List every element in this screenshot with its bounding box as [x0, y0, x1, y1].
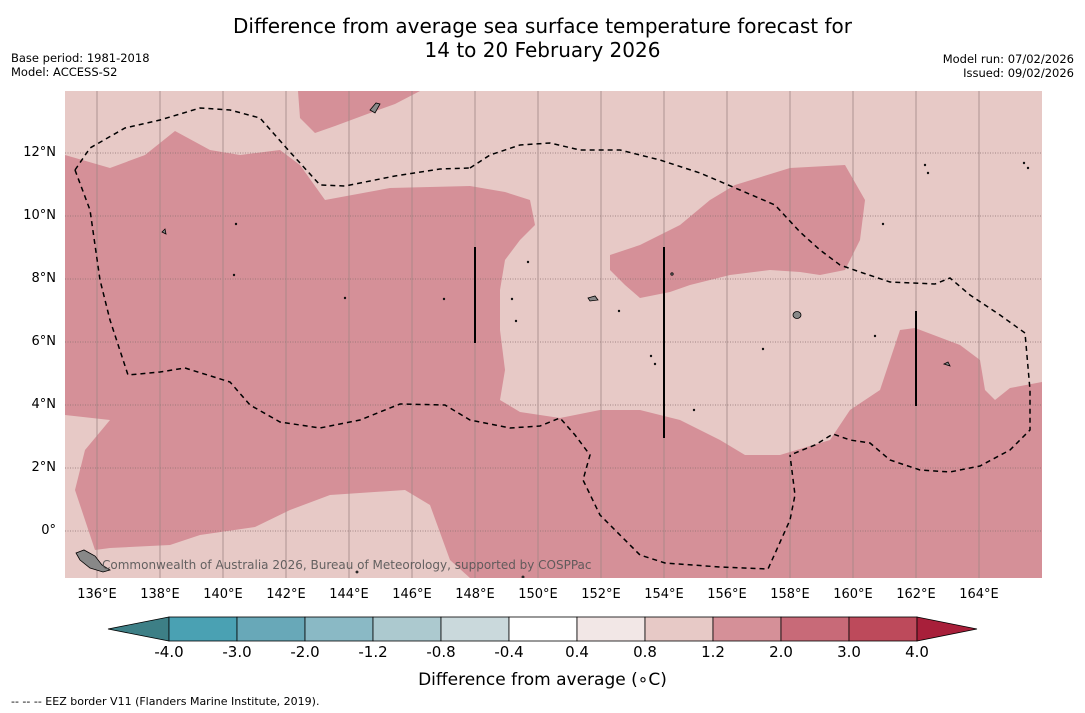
colorbar-seg-7 — [576, 616, 646, 642]
lon-label-162e: 162°E — [896, 587, 936, 602]
chart-title: Difference from average sea surface temp… — [0, 14, 1085, 62]
eez-border-west — [74, 169, 796, 570]
islet-20 — [355, 570, 359, 574]
meta-left: Base period: 1981-2018 Model: ACCESS-S2 — [11, 51, 150, 79]
lat-label-10n: 10°N — [23, 208, 56, 223]
lat-label-8n: 8°N — [31, 271, 57, 286]
colorbar-seg-10 — [780, 616, 850, 642]
anomaly-patch-top — [298, 91, 420, 133]
colorbar-seg-9 — [712, 616, 782, 642]
colorbar-seg-5 — [440, 616, 510, 642]
anomaly-patch-bottom-light — [65, 560, 110, 578]
islet-6 — [526, 260, 530, 264]
colorbar-tick-5: -0.4 — [494, 643, 524, 661]
eez-footnote: -- -- -- EEZ border V11 (Flanders Marine… — [11, 695, 320, 708]
colorbar-extend-low — [107, 616, 170, 642]
lat-gridlines — [65, 152, 1042, 532]
colorbar-tick-9: 2.0 — [769, 643, 793, 661]
colorbar-tick-6: 0.4 — [565, 643, 589, 661]
islet-12 — [881, 222, 885, 226]
meta-right: Model run: 07/02/2026 Issued: 09/02/2026 — [943, 52, 1074, 80]
islet-8 — [649, 354, 653, 358]
colorbar-seg-11 — [848, 616, 918, 642]
island-pohnpei — [792, 311, 802, 319]
colorbar-tick-8: 1.2 — [701, 643, 725, 661]
islet-5 — [510, 297, 514, 301]
eez-border-fsm-north — [469, 142, 1031, 473]
lon-label-136e: 136°E — [77, 587, 117, 602]
lon-label-156e: 156°E — [707, 587, 747, 602]
islet-4 — [442, 297, 446, 301]
islet-2 — [232, 273, 236, 277]
anomaly-region-west — [65, 131, 1042, 578]
islet-19 — [514, 319, 518, 323]
lon-label-148e: 148°E — [455, 587, 495, 602]
colorbar-tick-2: -2.0 — [290, 643, 320, 661]
lat-label-0: 0° — [41, 523, 56, 538]
lon-label-140e: 140°E — [203, 587, 243, 602]
colorbar-seg-8 — [644, 616, 714, 642]
island-palau — [161, 228, 167, 235]
colorbar-tick-0: -4.0 — [154, 643, 184, 661]
island-new-guinea — [75, 549, 111, 573]
lat-label-12n: 12°N — [23, 145, 56, 160]
colorbar-extend-high — [916, 616, 978, 642]
islet-17 — [1026, 166, 1030, 170]
model-name: Model: ACCESS-S2 — [11, 65, 118, 79]
islet-11 — [761, 347, 765, 351]
island-kosrae — [942, 361, 951, 367]
eez-border-palau-fsm — [74, 107, 471, 187]
lon-label-142e: 142°E — [266, 587, 306, 602]
colorbar-seg-6 — [508, 616, 578, 642]
islet-10 — [692, 408, 696, 412]
islet-16 — [1022, 161, 1026, 165]
lon-label-138e: 138°E — [140, 587, 180, 602]
lon-label-152e: 152°E — [581, 587, 621, 602]
forecast-markers — [474, 247, 917, 438]
lon-label-144e: 144°E — [329, 587, 369, 602]
lon-label-154e: 154°E — [644, 587, 684, 602]
lat-label-6n: 6°N — [31, 334, 57, 349]
lon-label-150e: 150°E — [518, 587, 558, 602]
lon-label-146e: 146°E — [392, 587, 432, 602]
islet-21 — [521, 575, 525, 578]
islet-18 — [617, 309, 621, 313]
islet-9 — [653, 362, 657, 366]
colorbar-seg-3 — [304, 616, 374, 642]
colorbar-seg-1 — [168, 616, 238, 642]
eez-borders — [74, 107, 1031, 570]
colorbar-seg-4 — [372, 616, 442, 642]
colorbar-tick-4: -0.8 — [426, 643, 456, 661]
title-line-2: 14 to 20 February 2026 — [424, 38, 661, 62]
islet-3 — [343, 296, 347, 300]
base-period: Base period: 1981-2018 — [11, 51, 150, 65]
colorbar-tick-11: 4.0 — [905, 643, 929, 661]
colorbar-seg-2 — [236, 616, 306, 642]
islet-13 — [873, 334, 877, 338]
colorbar-tick-3: -1.2 — [358, 643, 388, 661]
issued-date: Issued: 09/02/2026 — [963, 66, 1074, 80]
islet-15 — [926, 171, 930, 175]
lon-label-158e: 158°E — [770, 587, 810, 602]
lon-label-160e: 160°E — [833, 587, 873, 602]
land-islands — [75, 102, 1030, 578]
lon-label-164e: 164°E — [959, 587, 999, 602]
island-guam — [369, 102, 381, 114]
islet-14 — [923, 163, 927, 167]
colorbar-tick-10: 3.0 — [837, 643, 861, 661]
colorbar-tick-7: 0.8 — [633, 643, 657, 661]
lat-label-4n: 4°N — [31, 397, 57, 412]
colorbar-title: Difference from average (∘C) — [418, 670, 667, 690]
copyright-notice: Commonwealth of Australia 2026, Bureau o… — [102, 558, 592, 572]
title-line-1: Difference from average sea surface temp… — [232, 14, 852, 38]
colorbar — [107, 616, 978, 642]
model-run: Model run: 07/02/2026 — [942, 52, 1074, 66]
islet-7 — [670, 272, 674, 276]
anomaly-region-east — [610, 165, 865, 298]
lat-label-2n: 2°N — [31, 460, 57, 475]
colorbar-tick-1: -3.0 — [222, 643, 252, 661]
island-chuuk — [587, 295, 599, 302]
islet-1 — [234, 222, 238, 226]
